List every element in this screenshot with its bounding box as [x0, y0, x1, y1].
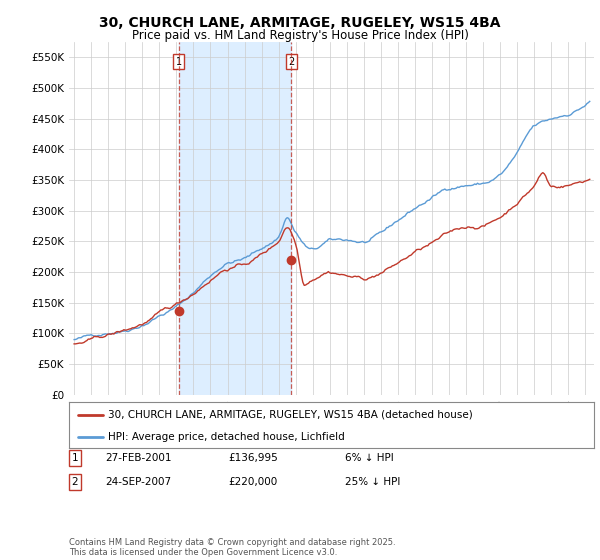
- Text: 1: 1: [176, 57, 182, 67]
- Text: Contains HM Land Registry data © Crown copyright and database right 2025.
This d: Contains HM Land Registry data © Crown c…: [69, 538, 395, 557]
- Text: HPI: Average price, detached house, Lichfield: HPI: Average price, detached house, Lich…: [109, 432, 345, 441]
- Bar: [179, 42, 291, 395]
- Text: 2: 2: [71, 477, 79, 487]
- Text: 30, CHURCH LANE, ARMITAGE, RUGELEY, WS15 4BA (detached house): 30, CHURCH LANE, ARMITAGE, RUGELEY, WS15…: [109, 410, 473, 420]
- Text: £220,000: £220,000: [228, 477, 277, 487]
- Text: 1: 1: [71, 453, 79, 463]
- Text: 25% ↓ HPI: 25% ↓ HPI: [345, 477, 400, 487]
- Text: £136,995: £136,995: [228, 453, 278, 463]
- Text: 2: 2: [288, 57, 294, 67]
- Text: 30, CHURCH LANE, ARMITAGE, RUGELEY, WS15 4BA: 30, CHURCH LANE, ARMITAGE, RUGELEY, WS15…: [99, 16, 501, 30]
- Text: 24-SEP-2007: 24-SEP-2007: [105, 477, 171, 487]
- Text: 27-FEB-2001: 27-FEB-2001: [105, 453, 172, 463]
- Text: 6% ↓ HPI: 6% ↓ HPI: [345, 453, 394, 463]
- Text: Price paid vs. HM Land Registry's House Price Index (HPI): Price paid vs. HM Land Registry's House …: [131, 29, 469, 42]
